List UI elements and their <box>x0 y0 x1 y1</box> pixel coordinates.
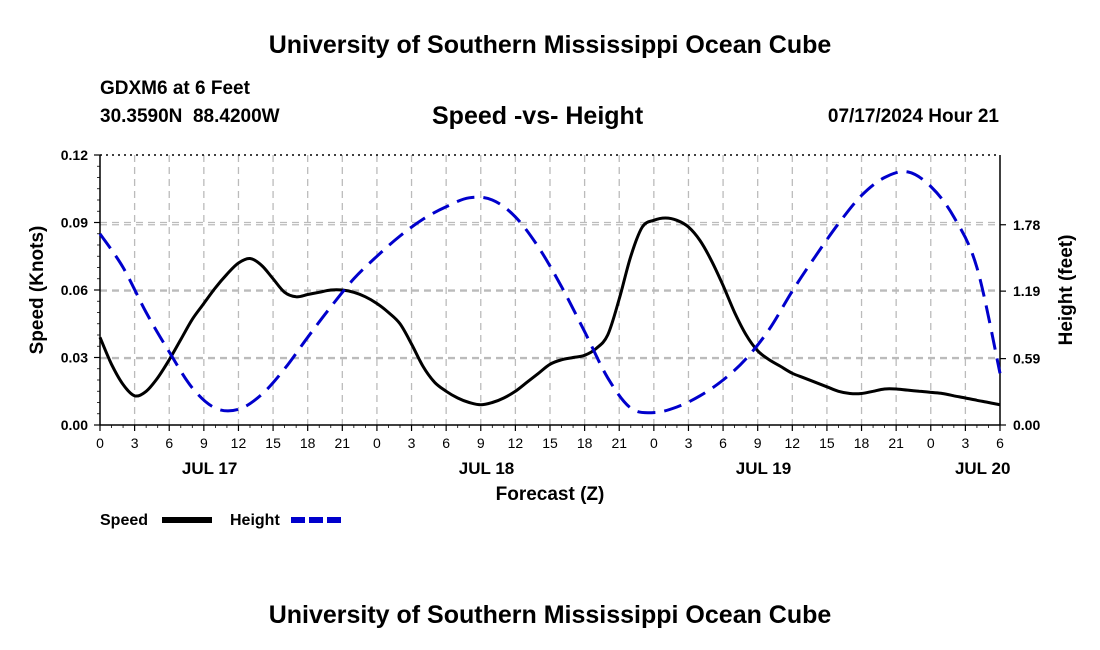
series-line-height <box>98 170 1002 415</box>
page-title-top: University of Southern Mississippi Ocean… <box>268 31 832 59</box>
series-line-speed <box>98 216 1001 407</box>
x-tick-label: 3 <box>685 435 693 451</box>
y2-axis-title: Height (feet) <box>1056 235 1077 346</box>
x-tick-label: 12 <box>785 435 801 451</box>
y-tick-label: 0.03 <box>61 350 88 366</box>
x-tick-label: 3 <box>961 435 969 451</box>
x-tick-label: 15 <box>542 435 558 451</box>
y2-tick-label: 0.59 <box>1013 351 1040 367</box>
x-tick-label: 18 <box>577 435 593 451</box>
legend-label-speed: Speed <box>100 512 148 529</box>
date-label: JUL 17 <box>182 459 237 478</box>
x-tick-label: 12 <box>508 435 524 451</box>
x-tick-label: 6 <box>165 435 173 451</box>
date-label: JUL 18 <box>459 459 514 478</box>
station-label: GDXM6 at 6 Feet <box>100 78 250 99</box>
x-tick-label: 9 <box>477 435 485 451</box>
page-title-bottom: University of Southern Mississippi Ocean… <box>268 601 832 629</box>
x-tick-label: 3 <box>408 435 416 451</box>
x-tick-label: 21 <box>335 435 351 451</box>
x-tick-label: 12 <box>231 435 247 451</box>
y-tick-label: 0.06 <box>61 282 88 298</box>
x-tick-label: 18 <box>300 435 316 451</box>
x-tick-label: 9 <box>754 435 762 451</box>
x-tick-label: 15 <box>265 435 281 451</box>
x-tick-label: 6 <box>719 435 727 451</box>
x-tick-label: 18 <box>854 435 870 451</box>
chart-title: Speed -vs- Height <box>432 102 644 130</box>
x-tick-label: 15 <box>819 435 835 451</box>
y-tick-label: 0.12 <box>61 147 88 163</box>
x-tick-label: 0 <box>650 435 658 451</box>
y-tick-label: 0.00 <box>61 417 88 433</box>
x-tick-label: 21 <box>888 435 904 451</box>
date-label: JUL 19 <box>736 459 791 478</box>
coordinates-label: 30.3590N 88.4200W <box>100 106 280 127</box>
x-axis-title: Forecast (Z) <box>496 484 605 505</box>
x-tick-label: 0 <box>96 435 104 451</box>
x-tick-label: 3 <box>131 435 139 451</box>
x-tick-label: 9 <box>200 435 208 451</box>
y-axis-title: Speed (Knots) <box>27 226 48 355</box>
x-tick-label: 21 <box>611 435 627 451</box>
y2-tick-label: 1.78 <box>1013 217 1040 233</box>
y-tick-label: 0.09 <box>61 215 88 231</box>
x-tick-label: 0 <box>373 435 381 451</box>
date-label: JUL 20 <box>955 459 1010 478</box>
y2-tick-label: 1.19 <box>1013 283 1040 299</box>
x-tick-label: 0 <box>927 435 935 451</box>
datetime-label: 07/17/2024 Hour 21 <box>827 106 999 127</box>
x-tick-label: 6 <box>996 435 1004 451</box>
x-tick-label: 6 <box>442 435 450 451</box>
legend-label-height: Height <box>230 512 280 529</box>
y2-tick-label: 0.00 <box>1013 417 1040 433</box>
